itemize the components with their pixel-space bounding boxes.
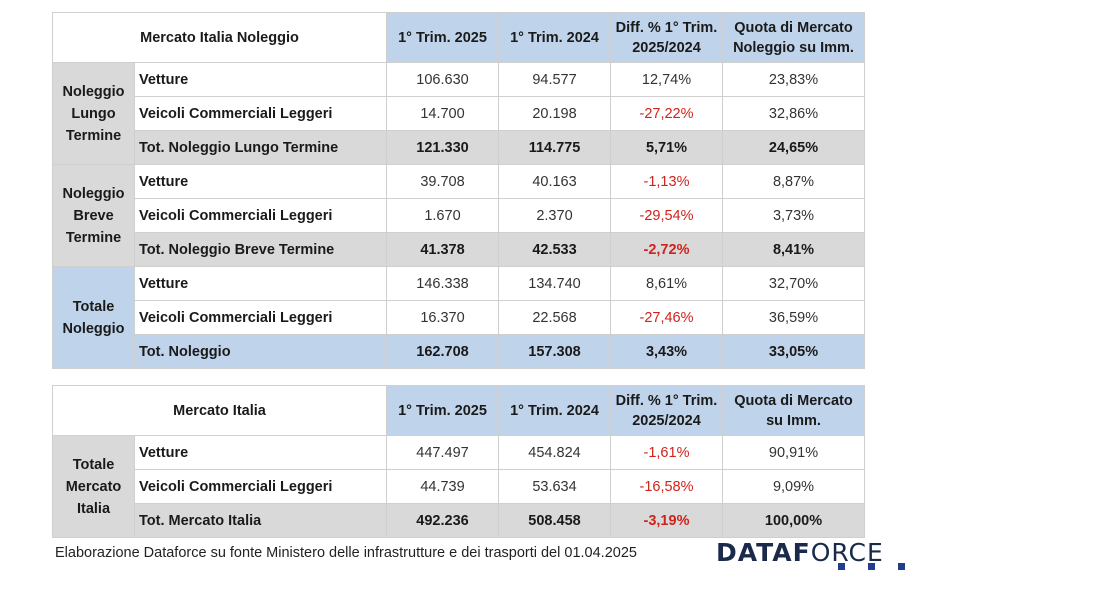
market-share: 90,91% (722, 435, 865, 470)
total-row: Tot. Noleggio Breve Termine 41.378 42.533-… (53, 232, 865, 267)
market-share: 33,05% (722, 334, 865, 369)
value-2024: 40.163 (498, 164, 611, 199)
header-q1-2024: 1° Trim. 2024 (498, 12, 611, 63)
table-row: Totale Mercato Italia Vetture 447.497 454.8… (52, 435, 865, 538)
value-2024: 22.568 (498, 300, 611, 335)
row-label: Vetture (134, 164, 387, 199)
row-label: Veicoli Commerciali Leggeri (134, 300, 387, 335)
market-share: 3,73% (722, 198, 865, 233)
header-diff: Diff. % 1° Trim. 2025/2024 (610, 12, 723, 63)
value-2025: 44.739 (386, 469, 499, 504)
header-q1-2024: 1° Trim. 2024 (498, 385, 611, 436)
value-2024: 2.370 (498, 198, 611, 233)
row-label: Veicoli Commerciali Leggeri (134, 198, 387, 233)
value-2024: 508.458 (498, 503, 611, 538)
value-2025: 492.236 (386, 503, 499, 538)
diff-percent: -2,72% (610, 232, 723, 267)
value-2024: 94.577 (498, 62, 611, 97)
value-2025: 106.630 (386, 62, 499, 97)
diff-percent: -1,61% (610, 435, 723, 470)
logo-text-light: ORCE (810, 538, 884, 567)
market-share: 9,09% (722, 469, 865, 504)
table-row: Veicoli Commerciali Leggeri 16.370 22.568-… (53, 300, 865, 335)
market-share: 8,41% (722, 232, 865, 267)
row-label: Vetture (134, 62, 387, 97)
value-2024: 20.198 (498, 96, 611, 131)
row-label: Vetture (134, 435, 387, 470)
row-label: Tot. Noleggio Lungo Termine (134, 130, 387, 165)
value-2025: 41.378 (386, 232, 499, 267)
diff-percent: -27,22% (610, 96, 723, 131)
row-label: Tot. Noleggio Breve Termine (134, 232, 387, 267)
diff-percent: 8,61% (610, 266, 723, 301)
value-2025: 39.708 (386, 164, 499, 199)
total-row: Tot. Noleggio 162.708 157.308 3,43% 33,05% (53, 334, 865, 369)
market-share: 32,86% (722, 96, 865, 131)
row-label: Tot. Noleggio (134, 334, 387, 369)
value-2024: 53.634 (498, 469, 611, 504)
diff-percent: -3,19% (610, 503, 723, 538)
market-share: 23,83% (722, 62, 865, 97)
group-label: Totale Mercato Italia (52, 435, 135, 538)
value-2024: 157.308 (498, 334, 611, 369)
group-label: Noleggio Breve Termine (52, 164, 135, 267)
diff-percent: 3,43% (610, 334, 723, 369)
table-row: Totale Noleggio Vetture 146.338 134.740 8,61… (52, 266, 865, 369)
header-market-share: Quota di Mercato Noleggio su Imm. (722, 12, 865, 63)
diff-percent: -1,13% (610, 164, 723, 199)
diff-percent: 5,71% (610, 130, 723, 165)
header-diff: Diff. % 1° Trim. 2025/2024 (610, 385, 723, 436)
table-row: Noleggio Breve Termine Vetture 39.708 40.16… (52, 164, 865, 267)
diff-percent: -29,54% (610, 198, 723, 233)
value-2025: 447.497 (386, 435, 499, 470)
group-label: Totale Noleggio (52, 266, 135, 369)
header-market-share: Quota di Mercato su Imm. (722, 385, 865, 436)
value-2024: 42.533 (498, 232, 611, 267)
total-row: Tot. Noleggio Lungo Termine 121.330 114.77… (53, 130, 865, 165)
market-share: 8,87% (722, 164, 865, 199)
header-q1-2025: 1° Trim. 2025 (386, 385, 499, 436)
value-2025: 16.370 (386, 300, 499, 335)
table-row: Noleggio Lungo Termine Vetture 106.630 94.5… (52, 62, 865, 165)
row-label: Vetture (134, 266, 387, 301)
source-note: Elaborazione Dataforce su fonte Minister… (55, 545, 637, 561)
row-label: Veicoli Commerciali Leggeri (134, 96, 387, 131)
market-share: 100,00% (722, 503, 865, 538)
row-label: Veicoli Commerciali Leggeri (134, 469, 387, 504)
diff-percent: -27,46% (610, 300, 723, 335)
italy-table-title: Mercato Italia (52, 385, 387, 436)
rental-table-title: Mercato Italia Noleggio (52, 12, 387, 63)
value-2025: 1.670 (386, 198, 499, 233)
rental-market-table: Mercato Italia Noleggio 1° Trim. 2025 1°… (52, 12, 865, 369)
diff-percent: -16,58% (610, 469, 723, 504)
value-2025: 14.700 (386, 96, 499, 131)
table-row: Veicoli Commerciali Leggeri 14.700 20.198-… (53, 96, 865, 131)
table-row: Veicoli Commerciali Leggeri 44.739 53.634-… (53, 469, 865, 504)
value-2025: 121.330 (386, 130, 499, 165)
header-q1-2025: 1° Trim. 2025 (386, 12, 499, 63)
row-label: Tot. Mercato Italia (134, 503, 387, 538)
total-row: Tot. Mercato Italia 492.236 508.458 -3,19% 1… (53, 503, 865, 538)
logo-text-bold: DATAF (716, 538, 811, 567)
table-row: Veicoli Commerciali Leggeri 1.670 2.370 -29… (53, 198, 865, 233)
value-2024: 114.775 (498, 130, 611, 165)
italy-market-table: Mercato Italia 1° Trim. 2025 1° Trim. 20… (52, 385, 865, 538)
value-2025: 162.708 (386, 334, 499, 369)
value-2024: 134.740 (498, 266, 611, 301)
market-share: 24,65% (722, 130, 865, 165)
market-share: 32,70% (722, 266, 865, 301)
market-share: 36,59% (722, 300, 865, 335)
value-2024: 454.824 (498, 435, 611, 470)
diff-percent: 12,74% (610, 62, 723, 97)
value-2025: 146.338 (386, 266, 499, 301)
group-label: Noleggio Lungo Termine (52, 62, 135, 165)
dataforce-logo: DATAFORCE (716, 538, 884, 567)
